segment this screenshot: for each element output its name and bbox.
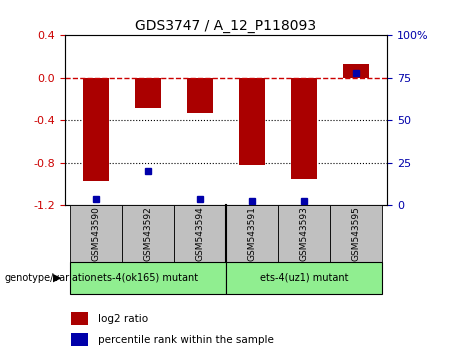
Bar (330, 205, 382, 262)
Bar (343, 64, 369, 78)
Bar (70, 205, 122, 262)
Bar (291, 78, 317, 179)
Bar (226, 205, 278, 262)
Text: GSM543591: GSM543591 (248, 206, 256, 261)
Bar (122, 205, 174, 262)
Bar (278, 205, 330, 262)
Bar (174, 205, 226, 262)
Text: percentile rank within the sample: percentile rank within the sample (98, 335, 274, 345)
Text: genotype/variation: genotype/variation (5, 273, 97, 283)
Bar (135, 78, 161, 108)
Bar (187, 78, 213, 113)
Bar (71, 312, 88, 325)
Text: log2 ratio: log2 ratio (98, 314, 148, 324)
Bar (226, 262, 382, 294)
Bar (70, 262, 226, 294)
Bar (71, 333, 88, 346)
Text: GSM543592: GSM543592 (143, 206, 152, 261)
Text: ets-4(ok165) mutant: ets-4(ok165) mutant (97, 273, 198, 283)
Title: GDS3747 / A_12_P118093: GDS3747 / A_12_P118093 (136, 19, 316, 33)
Text: GSM543590: GSM543590 (91, 206, 100, 261)
Bar (83, 78, 109, 181)
Text: GSM543595: GSM543595 (351, 206, 361, 261)
Text: ets-4(uz1) mutant: ets-4(uz1) mutant (260, 273, 348, 283)
Bar (239, 78, 265, 165)
Text: ▶: ▶ (53, 273, 61, 283)
Text: GSM543593: GSM543593 (300, 206, 308, 261)
Text: GSM543594: GSM543594 (195, 206, 204, 261)
